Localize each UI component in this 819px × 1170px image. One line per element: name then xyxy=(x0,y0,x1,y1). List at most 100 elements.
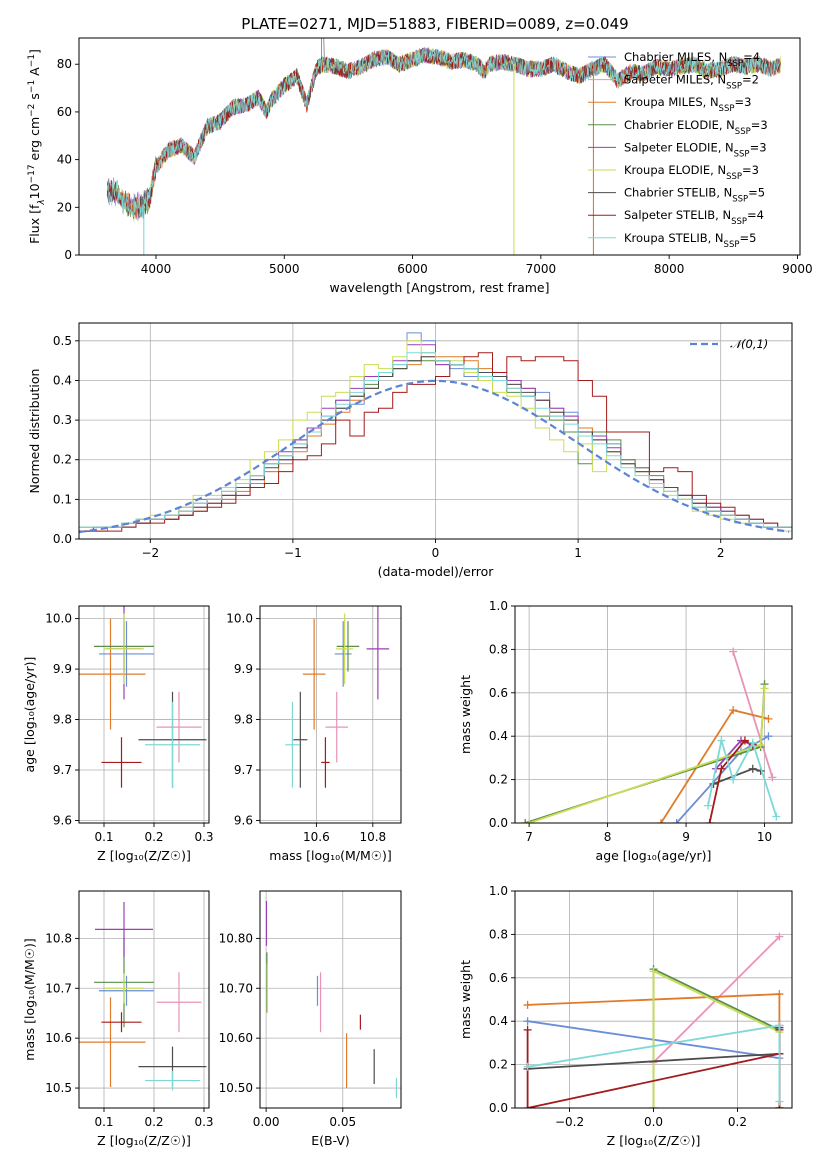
y-tick-label: 0.0 xyxy=(489,1101,508,1115)
y-tick-label: 0.6 xyxy=(489,971,508,985)
y-tick-label: 10.50 xyxy=(219,1081,253,1095)
axes-frame xyxy=(78,322,793,540)
panel-7: 0.00 0.05 10.50 10.60 10.70 10.80 E(B-V) xyxy=(219,890,402,1148)
y-axis-label: age [log₁₀(age/yr)] xyxy=(22,657,37,773)
y-tick-label: 0.2 xyxy=(489,1058,508,1072)
y-label-part: −17 xyxy=(27,164,37,183)
y-tick-label: 9.8 xyxy=(234,713,253,727)
legend-suffix: =4 xyxy=(743,50,760,64)
x-axis-label: wavelength [Angstrom, rest frame] xyxy=(329,280,549,295)
x-axis-label: age [log₁₀(age/yr)] xyxy=(596,848,712,863)
y-tick-label: 10.0 xyxy=(226,612,253,626)
weight-marker xyxy=(729,647,738,656)
legend-label: Chabrier ELODIE, N xyxy=(624,118,735,132)
plot-area xyxy=(521,647,781,823)
x-tick-label: 6000 xyxy=(397,262,428,276)
weight-marker xyxy=(523,1104,532,1108)
x-axis-label: Z [log₁₀(Z/Z☉)] xyxy=(97,1133,191,1148)
weight-marker xyxy=(768,773,777,782)
y-tick-label: 9.6 xyxy=(53,813,72,827)
weight-marker xyxy=(772,812,781,821)
y-tick-label: 0.4 xyxy=(53,373,72,387)
y-label-part: A xyxy=(27,67,42,80)
legend-entry: Kroupa STELIB, NSSP=5 xyxy=(624,231,756,250)
legend-entry: Chabrier ELODIE, NSSP=3 xyxy=(624,118,768,137)
panel-2: −2 −1 0 1 2 0.0 0.1 0.2 0.3 0.4 0.5 (data-model)/er… xyxy=(27,322,793,579)
y-label-part: ] xyxy=(27,49,42,54)
y-label-part: −1 xyxy=(27,80,37,93)
x-tick-label: 0 xyxy=(432,546,440,560)
legend-entry: Salpeter MILES, NSSP=2 xyxy=(624,73,759,92)
weight-marker xyxy=(764,732,773,741)
y-tick-label: 10.8 xyxy=(45,931,72,945)
x-tick-label: −1 xyxy=(284,546,302,560)
y-tick-label: 80 xyxy=(57,57,72,71)
legend-entry: Chabrier STELIB, NSSP=5 xyxy=(624,186,765,205)
y-tick-label: 10.70 xyxy=(219,981,253,995)
y-label-part: Flux [f xyxy=(27,204,42,244)
weight-marker xyxy=(521,819,530,823)
x-tick-label: 0.1 xyxy=(94,830,113,844)
legend-suffix: =3 xyxy=(750,140,767,154)
legend-suffix: =2 xyxy=(742,73,759,87)
weight-marker xyxy=(775,1021,784,1030)
y-axis-label: mass [log₁₀(M/M☉)] xyxy=(22,938,37,1060)
x-tick-label: 8 xyxy=(604,830,612,844)
legend-sub: SSP xyxy=(724,240,740,250)
weight-marker xyxy=(760,684,769,693)
y-tick-label: 60 xyxy=(57,105,72,119)
weight-marker xyxy=(523,1025,532,1034)
y-tick-label: 0.3 xyxy=(53,413,72,427)
weight-marker xyxy=(740,736,749,745)
x-tick-label: 7000 xyxy=(526,262,557,276)
x-tick-label: 5000 xyxy=(269,262,300,276)
y-tick-label: 0.8 xyxy=(489,642,508,656)
x-axis-label: mass [log₁₀(M/M☉)] xyxy=(269,848,391,863)
legend-suffix: =3 xyxy=(742,163,759,177)
weight-marker xyxy=(775,1097,784,1106)
panel-1: 4000 5000 6000 7000 8000 9000 0 20 40 60 80 wavelen… xyxy=(27,37,813,295)
y-tick-label: 0.2 xyxy=(53,453,72,467)
figure-title: PLATE=0271, MJD=51883, FIBERID=0089, z=0… xyxy=(241,15,628,33)
plot-area xyxy=(106,38,781,255)
x-tick-label: 9000 xyxy=(782,262,813,276)
x-tick-label: 9 xyxy=(682,830,690,844)
weight-marker xyxy=(656,819,665,823)
axes-frame xyxy=(514,605,793,824)
legend-label: Kroupa ELODIE, N xyxy=(624,163,726,177)
plot-area xyxy=(79,606,207,788)
legend-entry: Kroupa ELODIE, NSSP=3 xyxy=(624,163,759,182)
legend-suffix: =4 xyxy=(747,208,764,222)
y-tick-label: 20 xyxy=(57,200,72,214)
weight-marker xyxy=(756,740,765,749)
weight-marker xyxy=(523,1000,532,1009)
weight-marker xyxy=(775,990,784,999)
y-axis-label: Normed distribution xyxy=(27,369,42,494)
legend-label: Salpeter STELIB, N xyxy=(624,208,731,222)
weight-marker xyxy=(523,1062,532,1071)
axes-frame xyxy=(78,37,801,256)
y-tick-label: 9.9 xyxy=(234,662,253,676)
y-tick-label: 0.6 xyxy=(489,686,508,700)
y-tick-label: 1.0 xyxy=(489,599,508,613)
weight-marker xyxy=(717,736,726,745)
histogram-step xyxy=(79,352,792,539)
weight-marker xyxy=(704,801,713,810)
y-tick-label: 10.5 xyxy=(45,1081,72,1095)
x-tick-label: 10.8 xyxy=(359,830,386,844)
plot-area xyxy=(265,900,398,1099)
legend-label: Kroupa STELIB, N xyxy=(624,231,724,245)
legend-sub: SSP xyxy=(727,59,743,69)
plot-area xyxy=(285,606,390,788)
x-tick-label: 10.6 xyxy=(303,830,330,844)
weight-marker xyxy=(748,764,757,773)
legend-sub: SSP xyxy=(732,195,748,205)
weight-marker xyxy=(775,932,784,941)
weight-line xyxy=(652,969,781,1108)
panel-5: 7 8 9 10 0.0 0.2 0.4 0.6 0.8 1.0 age [log₁₀(age/yr… xyxy=(458,599,793,863)
plot-area xyxy=(523,932,784,1108)
legend-sub: SSP xyxy=(735,127,751,137)
x-tick-label: 1 xyxy=(574,546,582,560)
